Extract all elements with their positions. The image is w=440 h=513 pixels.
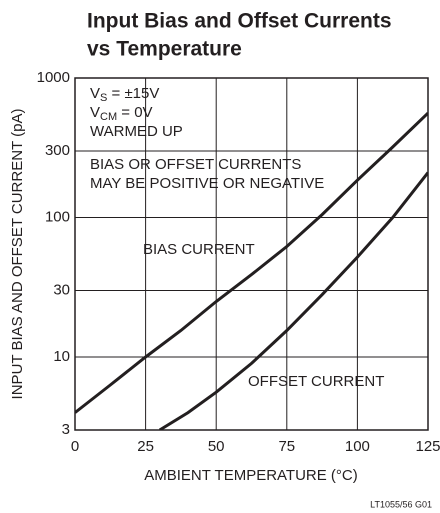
footnote: LT1055/56 G01 (370, 499, 432, 509)
condition: VS = ±15V (90, 85, 159, 104)
line-series (158, 171, 428, 430)
subscript: S (100, 92, 107, 104)
condition-text: V (90, 85, 100, 102)
chart-title: vs Temperature (87, 38, 242, 61)
x-tick-label: 100 (345, 438, 370, 455)
y-tick-label: 3 (62, 421, 70, 438)
x-tick-label: 125 (415, 438, 440, 455)
condition: VCM = 0V (90, 104, 153, 123)
line-series (75, 112, 428, 414)
y-tick-label: 300 (45, 142, 70, 159)
y-tick-label: 10 (53, 348, 70, 365)
y-tick-label: 100 (45, 208, 70, 225)
note: BIAS OR OFFSET CURRENTS (90, 156, 301, 173)
chart-title: Input Bias and Offset Currents (87, 10, 392, 33)
plot-frame (74, 77, 429, 431)
x-tick-label: 25 (137, 438, 154, 455)
x-tick-label: 50 (208, 438, 225, 455)
x-axis-label: AMBIENT TEMPERATURE (°C) (144, 467, 358, 484)
x-tick-label: 0 (71, 438, 79, 455)
x-tick-label: 75 (278, 438, 295, 455)
subscript: CM (100, 111, 117, 123)
condition-text: = ±15V (107, 85, 159, 102)
note: MAY BE POSITIVE OR NEGATIVE (90, 175, 324, 192)
condition: WARMED UP (90, 123, 183, 140)
series-label: BIAS CURRENT (143, 241, 255, 258)
y-tick-label: 30 (53, 281, 70, 298)
condition-text: WARMED UP (90, 123, 183, 140)
y-axis-label: INPUT BIAS AND OFFSET CURRENT (pA) (9, 109, 26, 400)
series-label: OFFSET CURRENT (248, 373, 384, 390)
condition-text: V (90, 104, 100, 121)
condition-text: = 0V (117, 104, 152, 121)
y-tick-label: 1000 (37, 69, 70, 86)
